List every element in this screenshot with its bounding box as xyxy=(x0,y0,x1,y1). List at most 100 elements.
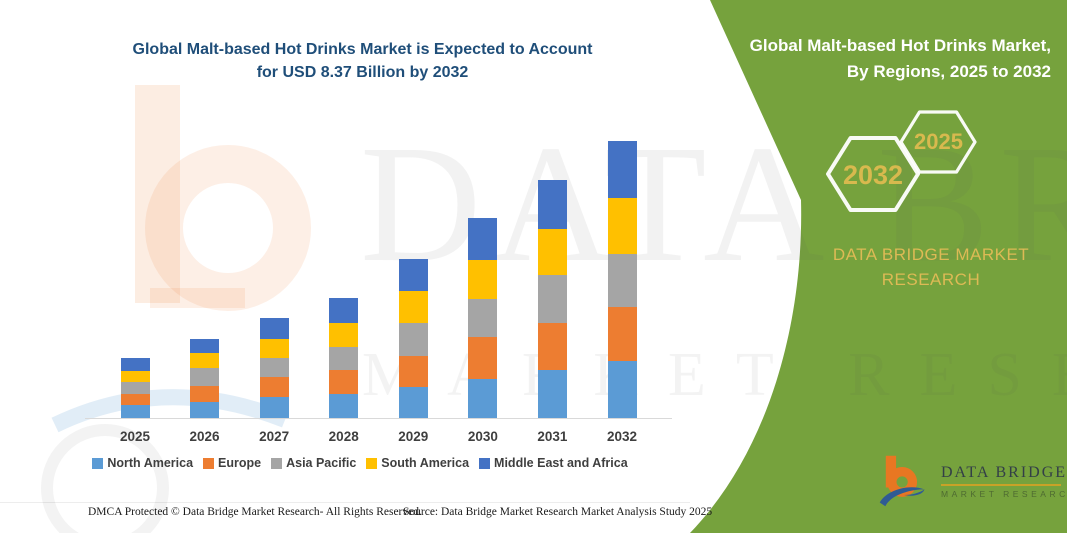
logo-divider xyxy=(941,483,1061,486)
bar-2025 xyxy=(120,357,150,418)
legend-swatch-icon xyxy=(271,457,283,469)
bar-segment-2028-south-america xyxy=(329,322,359,348)
bar-segment-2027-asia-pacific xyxy=(259,358,289,377)
bar-segment-2030-north-america xyxy=(468,378,498,418)
bar-segment-2030-asia-pacific xyxy=(468,298,498,337)
footer-source-text: Source: Data Bridge Market Research Mark… xyxy=(403,506,713,518)
legend-label: South America xyxy=(381,456,470,470)
x-axis-label-2030: 2030 xyxy=(467,429,498,444)
bar-segment-2028-middle-east-and-africa xyxy=(329,298,359,323)
bar-segment-2026-asia-pacific xyxy=(190,368,220,386)
chart-title: Global Malt-based Hot Drinks Market is E… xyxy=(85,38,640,84)
x-axis-label-2032: 2032 xyxy=(606,429,638,444)
bar-segment-2026-middle-east-and-africa xyxy=(190,339,220,354)
brand-text-line1: DATA BRIDGE MARKET xyxy=(832,245,1030,264)
bar-segment-2031-europe xyxy=(537,322,567,371)
bar-2028 xyxy=(329,298,359,418)
legend-item-north-america: North America xyxy=(92,456,193,470)
x-axis-label-2025: 2025 xyxy=(119,429,151,444)
bar-segment-2030-south-america xyxy=(468,260,498,299)
bar-segment-2031-north-america xyxy=(537,370,567,418)
bar-segment-2025-asia-pacific xyxy=(120,381,150,394)
legend-item-europe: Europe xyxy=(203,456,261,470)
x-axis-label-2027: 2027 xyxy=(259,429,290,444)
bar-segment-2028-asia-pacific xyxy=(329,347,359,370)
bar-segment-2027-south-america xyxy=(259,338,289,359)
legend-label: North America xyxy=(107,456,194,470)
bar-segment-2031-asia-pacific xyxy=(537,274,567,323)
panel-title-line2: By Regions, 2025 to 2032 xyxy=(846,61,1051,81)
plot-area xyxy=(85,141,672,419)
bar-2030 xyxy=(468,218,498,418)
bar-segment-2031-middle-east-and-africa xyxy=(537,180,567,229)
legend-swatch-icon xyxy=(92,457,104,469)
bar-segment-2029-south-america xyxy=(398,290,428,323)
bar-segment-2027-middle-east-and-africa xyxy=(259,318,289,339)
hexagon-label-2025: 2025 xyxy=(914,129,963,154)
hexagon-2025-icon xyxy=(899,110,977,174)
bar-2029 xyxy=(398,259,428,418)
legend-item-south-america: South America xyxy=(366,456,469,470)
bar-segment-2030-europe xyxy=(468,336,498,379)
logo-name-line2: MARKET RESEARCH xyxy=(941,488,1067,499)
legend-swatch-icon xyxy=(203,457,215,469)
bar-segment-2025-middle-east-and-africa xyxy=(120,357,150,371)
bar-segment-2025-europe xyxy=(120,393,150,406)
bar-segment-2032-asia-pacific xyxy=(607,253,637,307)
footer-dmca-text: DMCA Protected © Data Bridge Market Rese… xyxy=(88,506,422,518)
panel-title-line1: Global Malt-based Hot Drinks Market, xyxy=(749,36,1051,55)
bar-segment-2026-north-america xyxy=(190,401,220,418)
bar-segment-2029-middle-east-and-africa xyxy=(398,259,428,291)
logo-wordmark: DATA BRIDGE MARKET RESEARCH xyxy=(941,464,1067,499)
panel-title: Global Malt-based Hot Drinks Market, By … xyxy=(721,33,1051,84)
x-axis-label-2031: 2031 xyxy=(537,429,568,444)
hexagon-label-2032: 2032 xyxy=(842,160,904,190)
bar-segment-2025-north-america xyxy=(120,405,150,418)
chart-title-line1: Global Malt-based Hot Drinks Market is E… xyxy=(132,41,593,58)
bar-segment-2032-south-america xyxy=(607,197,637,254)
bar-segment-2027-north-america xyxy=(259,396,289,418)
x-axis-label-2029: 2029 xyxy=(398,429,429,444)
bar-2026 xyxy=(190,339,220,418)
logo-b-icon xyxy=(879,455,925,507)
legend-swatch-icon xyxy=(479,457,491,469)
bar-segment-2029-europe xyxy=(398,356,428,388)
brand-text: DATA BRIDGE MARKET RESEARCH xyxy=(800,243,1062,292)
x-axis-label-2028: 2028 xyxy=(328,429,359,444)
x-axis-label-2026: 2026 xyxy=(189,429,220,444)
bar-segment-2032-europe xyxy=(607,306,637,362)
bar-2032 xyxy=(607,141,637,418)
brand-text-line2: RESEARCH xyxy=(881,269,981,289)
legend-label: Asia Pacific xyxy=(286,456,357,470)
bar-segment-2031-south-america xyxy=(537,228,567,275)
bar-2027 xyxy=(259,318,289,418)
legend-label: Middle East and Africa xyxy=(494,456,628,470)
watermark-b-logo-icon xyxy=(41,85,311,533)
legend-item-asia-pacific: Asia Pacific xyxy=(271,456,356,470)
bar-segment-2025-south-america xyxy=(120,370,150,382)
bar-segment-2030-middle-east-and-africa xyxy=(468,218,498,261)
bar-segment-2029-north-america xyxy=(398,387,428,418)
legend: North America Europe Asia Pacific South Ame… xyxy=(70,456,650,470)
bar-segment-2029-asia-pacific xyxy=(398,322,428,357)
legend-item-middle-east-and-africa: Middle East and Africa xyxy=(479,456,628,470)
bar-segment-2026-south-america xyxy=(190,353,220,369)
legend-label: Europe xyxy=(218,456,262,470)
logo-name-line1: DATA BRIDGE xyxy=(941,463,1067,481)
bar-segment-2027-europe xyxy=(259,376,289,397)
x-axis: 2025 2026 2027 2028 2029 2030 2031 2032 xyxy=(85,429,672,445)
chart-title-line2: for USD 8.37 Billion by 2032 xyxy=(256,64,469,82)
bar-segment-2028-north-america xyxy=(329,393,359,418)
footer-divider xyxy=(0,502,690,503)
bar-segment-2032-north-america xyxy=(607,361,637,418)
bar-segment-2032-middle-east-and-africa xyxy=(607,141,637,198)
legend-swatch-icon xyxy=(366,457,378,469)
bar-2031 xyxy=(537,180,567,418)
dbmr-logo: DATA BRIDGE MARKET RESEARCH xyxy=(876,452,1067,510)
hexagon-2032-icon xyxy=(826,136,920,212)
bar-segment-2028-europe xyxy=(329,369,359,394)
bar-segment-2026-europe xyxy=(190,385,220,402)
